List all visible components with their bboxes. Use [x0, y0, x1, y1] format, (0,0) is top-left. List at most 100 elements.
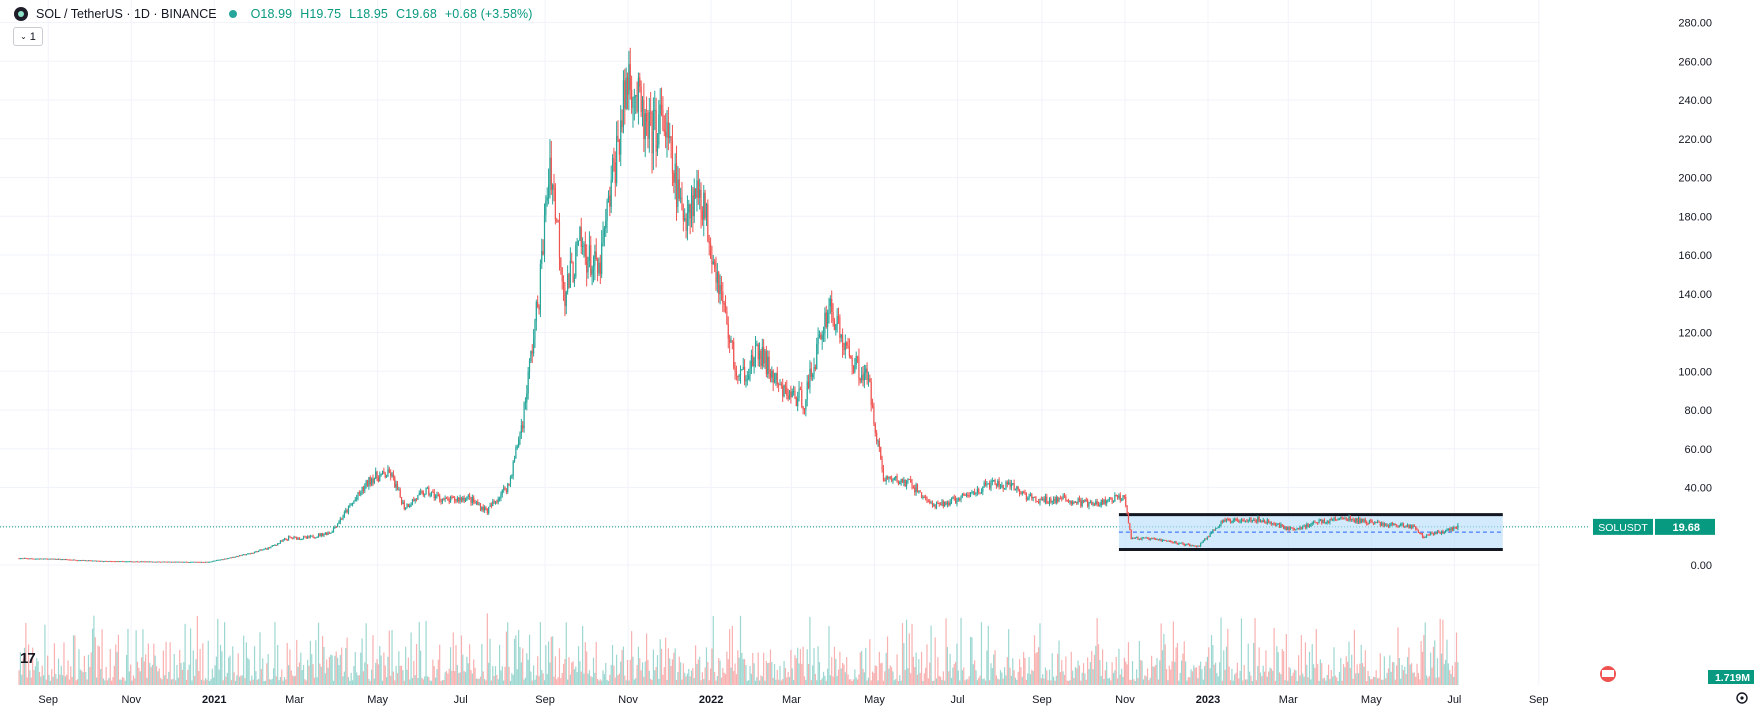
candle-body — [874, 424, 876, 433]
time-scale[interactable]: Sep Nov 2021 Mar May Jul Sep Nov 2022 Mar May Jul Se… — [38, 694, 1548, 706]
candle-body — [829, 298, 831, 307]
candle-body — [483, 507, 486, 511]
volume-bar — [516, 669, 518, 685]
candle-body — [1175, 541, 1177, 544]
candle-body — [827, 312, 829, 327]
candle-body — [266, 548, 268, 550]
volume-bar — [568, 657, 570, 685]
settings-icon[interactable] — [1736, 692, 1748, 704]
candle-body — [1435, 532, 1437, 534]
candle-body — [675, 163, 678, 207]
candle-body — [817, 337, 819, 345]
candle-body — [62, 559, 64, 561]
candle-body — [1219, 524, 1221, 527]
candle-body — [1195, 546, 1198, 548]
volume-bar — [424, 676, 426, 685]
candle-body — [562, 281, 565, 289]
candle-body — [36, 558, 38, 560]
volume-bar — [410, 632, 412, 685]
candle-body — [999, 486, 1002, 488]
volume-bar — [165, 641, 167, 685]
volume-bar — [1229, 680, 1232, 685]
volume-bar — [319, 663, 321, 685]
symbol-title[interactable]: SOL / TetherUS · 1D · BINANCE — [36, 7, 217, 21]
candle-body — [1269, 522, 1271, 524]
candle-body — [1214, 528, 1217, 530]
candle-body — [621, 120, 623, 128]
volume-bar — [839, 651, 841, 685]
volume-bar — [429, 680, 431, 685]
volume-bar — [884, 671, 886, 685]
volume-bar — [876, 665, 878, 685]
volume-bar — [673, 652, 675, 685]
volume-bar — [174, 680, 177, 685]
volume-bar — [1214, 662, 1217, 685]
volume-bar — [415, 644, 418, 685]
time-axis-label: Nov — [121, 694, 141, 706]
volume-bar — [892, 671, 894, 685]
candle-body — [1153, 538, 1155, 540]
candle-body — [790, 391, 792, 398]
volume-bar — [761, 676, 763, 685]
volume-bar — [739, 615, 742, 685]
volume-bar — [113, 665, 115, 685]
candle-body — [1333, 518, 1335, 520]
candle-body — [1378, 521, 1380, 523]
price-scale[interactable]: 280.00260.00240.00220.00200.00180.00160.… — [1593, 18, 1754, 704]
volume-bar — [934, 637, 936, 685]
candle-body — [30, 558, 32, 560]
volume-bar — [399, 665, 401, 685]
candle-body — [113, 561, 115, 563]
volume-bar — [805, 679, 807, 685]
volume-bar — [304, 679, 306, 685]
volume-bar — [81, 670, 83, 685]
volume-bar — [1204, 665, 1206, 685]
candle-body — [1018, 489, 1021, 494]
volume-bar — [1125, 661, 1127, 685]
candle-body — [278, 543, 280, 545]
flag-icon[interactable] — [1600, 666, 1616, 682]
candle-body — [326, 532, 328, 535]
volume-bar — [866, 680, 868, 685]
volume-bar — [217, 618, 219, 685]
volume-bar — [1263, 671, 1266, 685]
volume-bar — [1330, 669, 1332, 685]
candle-body — [719, 285, 721, 295]
candle-body — [775, 372, 777, 380]
candle-body — [320, 533, 322, 536]
volume-bar — [783, 660, 785, 685]
volume-bar — [824, 675, 826, 685]
candle-body — [923, 497, 925, 499]
candle-body — [837, 316, 840, 318]
candle-body — [194, 561, 196, 563]
volume-bar — [1096, 618, 1098, 685]
volume-bar — [607, 680, 610, 685]
candle-body — [399, 489, 401, 498]
volume-bar — [44, 624, 46, 685]
candle-body — [362, 487, 365, 491]
volume-bar — [189, 628, 192, 685]
candle-body — [51, 558, 53, 560]
candle-body — [503, 487, 505, 490]
collapse-indicators-button[interactable]: ⌄ 1 — [13, 27, 43, 46]
volume-bar — [245, 642, 247, 685]
volume-bar — [821, 678, 823, 685]
volume-bar — [595, 641, 597, 685]
volume-bar — [1266, 676, 1268, 685]
volume-bar — [763, 652, 765, 685]
volume-bar — [790, 649, 792, 685]
ohlc-high: H19.75 — [300, 7, 342, 21]
volume-bar — [1088, 669, 1090, 685]
price-axis-label: 40.00 — [1684, 483, 1712, 495]
candle-body — [376, 471, 378, 478]
tradingview-logo-icon[interactable]: 17 — [20, 650, 36, 667]
volume-bar — [1295, 670, 1297, 685]
volume-bar — [609, 674, 611, 685]
candle-body — [1281, 524, 1283, 526]
candle-body — [929, 501, 931, 503]
volume-bar — [1104, 670, 1106, 685]
candle-body — [735, 371, 738, 376]
volume-bar — [1419, 679, 1421, 685]
volume-bar — [286, 642, 288, 685]
